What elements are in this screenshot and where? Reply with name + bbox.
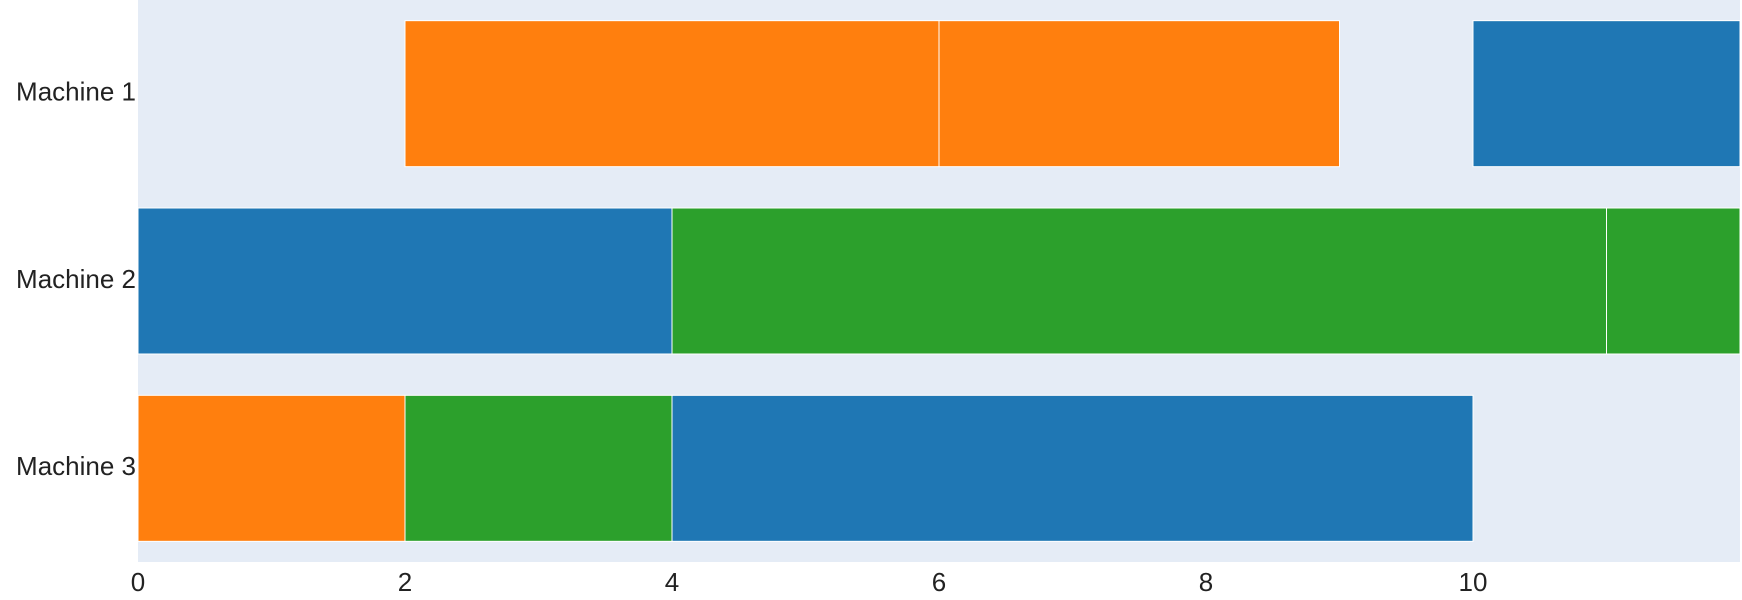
x-tick-label: 4: [665, 567, 679, 597]
x-tick-label: 0: [131, 567, 145, 597]
task-bar-1: [404, 20, 940, 168]
task-bar-5: [671, 207, 1607, 355]
x-axis-ticks: 0 2 4 6 8 10: [131, 567, 1488, 597]
task-bars: [137, 20, 1741, 542]
row-label: Machine 2: [16, 264, 136, 294]
x-tick-label: 2: [398, 567, 412, 597]
x-tick-label: 8: [1199, 567, 1213, 597]
row-label: Machine 3: [16, 451, 136, 481]
task-bar-2: [938, 20, 1340, 168]
task-bar-6: [1606, 207, 1741, 355]
x-tick-label: 10: [1459, 567, 1488, 597]
row-labels: Machine 1 Machine 2 Machine 3: [16, 77, 136, 482]
task-bar-9: [671, 394, 1474, 542]
row-label: Machine 1: [16, 77, 136, 107]
task-bar-7: [137, 394, 406, 542]
task-bar-4: [137, 207, 673, 355]
task-bar-3: [1472, 20, 1741, 168]
x-tick-label: 6: [932, 567, 946, 597]
task-bar-8: [404, 394, 673, 542]
